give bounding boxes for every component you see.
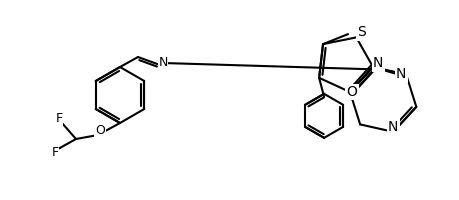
Text: N: N xyxy=(395,67,405,81)
Text: N: N xyxy=(372,56,382,70)
Text: S: S xyxy=(356,25,365,39)
Text: N: N xyxy=(158,55,168,68)
Text: F: F xyxy=(56,112,62,126)
Text: O: O xyxy=(346,85,357,99)
Text: O: O xyxy=(95,124,105,138)
Text: N: N xyxy=(387,120,397,134)
Text: F: F xyxy=(51,146,58,159)
